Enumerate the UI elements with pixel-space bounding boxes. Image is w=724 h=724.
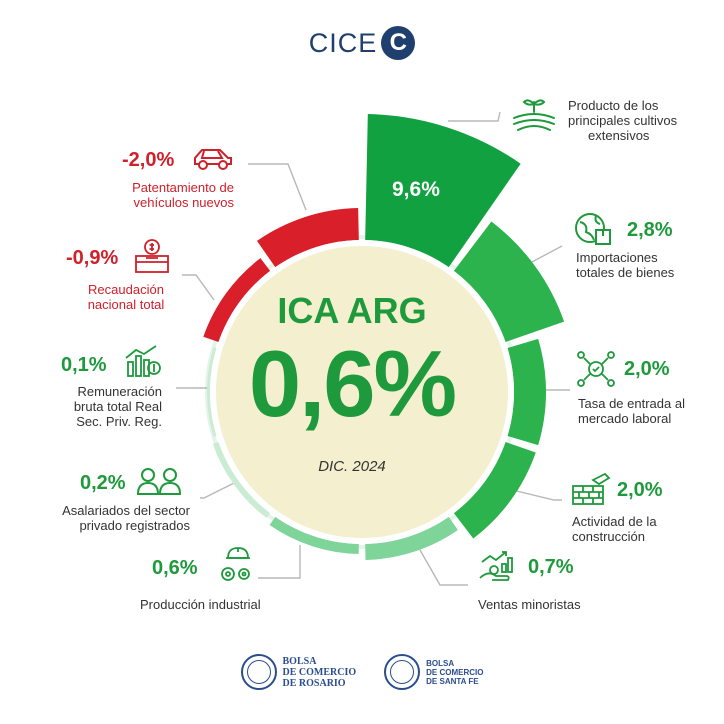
leader-line-recaudacion xyxy=(182,274,215,301)
leader-line-asalariados xyxy=(200,477,245,499)
category-label-industrial: Producción industrial xyxy=(140,597,261,612)
value-label-importaciones: 2,8% xyxy=(627,219,673,241)
tax-box-icon xyxy=(135,239,169,273)
industry-gear-icon xyxy=(221,547,250,581)
value-label-remuneracion: 0,1% xyxy=(61,354,107,376)
category-label-cultivos: Producto de los principales cultivos exten… xyxy=(568,98,678,143)
bar-laboral xyxy=(507,338,546,446)
leader-line-ventas xyxy=(419,549,468,586)
bar-industrial xyxy=(269,516,359,554)
category-label-ventas: Ventas minoristas xyxy=(478,597,581,612)
sales-growth-icon xyxy=(479,551,513,581)
bar-importaciones xyxy=(453,221,565,343)
category-label-remuneracion: Remuneración bruta total Real Sec. Priv. R… xyxy=(73,384,162,429)
rosario-seal-icon xyxy=(240,654,277,690)
center-disc xyxy=(216,246,508,538)
brick-trowel-icon xyxy=(572,472,611,505)
leader-line-construccion xyxy=(499,486,562,501)
leader-line-cultivos xyxy=(448,111,501,122)
value-label-ventas: 0,7% xyxy=(528,556,574,578)
network-people-icon xyxy=(577,351,615,387)
brand-name: CICE xyxy=(308,27,378,58)
brand-logo: CICE C xyxy=(0,26,724,60)
period-label: DIC. 2024 xyxy=(318,458,386,475)
value-label-recaudacion: -0,9% xyxy=(66,247,119,269)
crops-icon xyxy=(513,99,555,131)
leader-line-industrial xyxy=(258,545,301,579)
brand-mark: C xyxy=(381,26,416,60)
value-label-laboral: 2,0% xyxy=(624,358,670,380)
org-santa-fe: BOLSA DE COMERCIO DE SANTA FE xyxy=(384,654,483,690)
globe-package-icon xyxy=(575,213,611,245)
bar-cultivos xyxy=(365,114,521,268)
bar-construccion xyxy=(453,441,536,539)
car-icon xyxy=(194,149,232,170)
center-value: 0,6% xyxy=(248,331,457,436)
org-rosario: BOLSA DE COMERCIO DE ROSARIO xyxy=(240,654,356,690)
bar-ventas xyxy=(365,516,458,560)
chart-title: ICA ARG xyxy=(277,290,427,331)
value-label-patentamiento: -2,0% xyxy=(122,149,175,171)
value-label-industrial: 0,6% xyxy=(152,557,198,579)
employees-icon xyxy=(136,468,182,495)
category-label-importaciones: Importaciones totales de bienes xyxy=(576,250,675,280)
salary-chart-icon xyxy=(125,345,161,377)
bar-asalariados xyxy=(212,441,271,518)
category-label-patentamiento: Patentamiento de vehículos nuevos xyxy=(132,180,234,210)
footer-logos: BOLSA DE COMERCIO DE ROSARIO BOLSA DE COMER… xyxy=(0,654,724,690)
bar-recaudacion xyxy=(203,258,271,343)
category-label-laboral: Tasa de entrada al mercado laboral xyxy=(578,396,685,426)
leader-line-patentamiento xyxy=(248,163,307,211)
value-label-cultivos: 9,6% xyxy=(392,178,440,201)
category-label-recaudacion: Recaudación nacional total xyxy=(87,282,165,312)
santa-fe-seal-icon xyxy=(384,654,421,690)
category-label-asalariados: Asalariados del sector privado registrado… xyxy=(62,503,190,533)
value-label-construccion: 2,0% xyxy=(617,479,663,501)
value-label-asalariados: 0,2% xyxy=(80,472,126,494)
bar-patentamiento xyxy=(256,208,359,268)
category-label-construccion: Actividad de la construcción xyxy=(572,514,657,544)
bar-remuneracion xyxy=(207,347,217,437)
